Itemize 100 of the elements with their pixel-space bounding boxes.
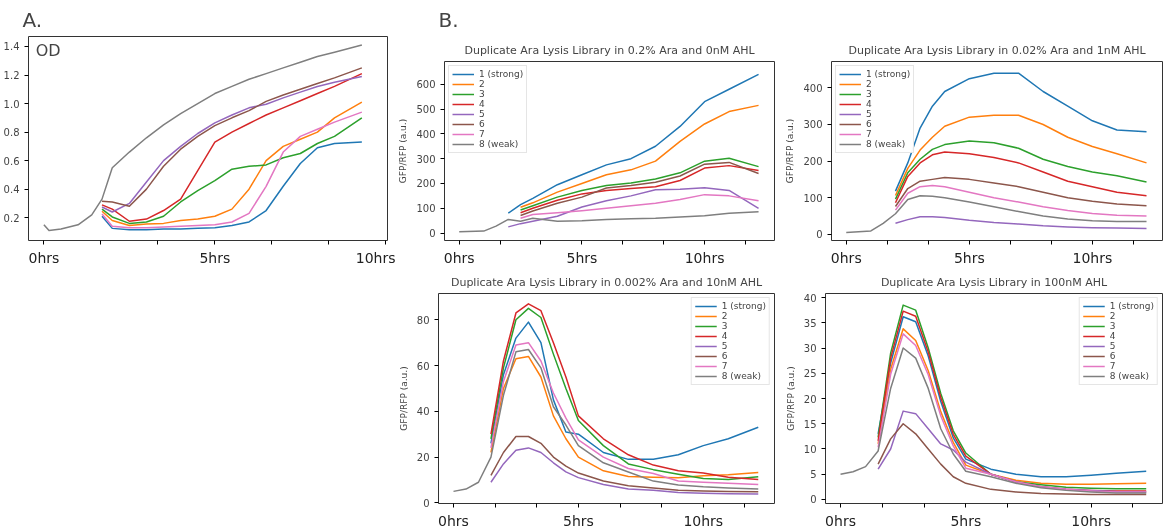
x-tick-label: 5hrs (950, 512, 982, 529)
x-tick-label: 0hrs (438, 512, 469, 529)
legend-label: 3 (1109, 321, 1117, 331)
legend-label: 1 (strong) (866, 69, 911, 79)
x-tick-label: 0hrs (830, 249, 862, 266)
x-tick-label: 5hrs (199, 249, 231, 266)
text: A. (22, 7, 43, 32)
legend-label: 4 (866, 99, 873, 109)
x-tick-label: 10hrs (683, 512, 724, 529)
x-tick-label: 10hrs (1071, 512, 1111, 529)
legend-label: 7 (721, 361, 729, 371)
y-axis-title: GFP/RFP (a.u.) (785, 118, 796, 184)
legend-label: 2 (1109, 311, 1117, 321)
text: B. (438, 7, 459, 32)
y-tick-label: 10 (803, 443, 817, 455)
y-tick-label: 200 (803, 156, 823, 168)
y-tick-label: 100 (803, 192, 823, 204)
legend-label: 8 (weak) (721, 371, 761, 381)
chart-title: Duplicate Ara Lysis Library in 100nM AHL (880, 275, 1108, 289)
line-series (490, 447, 760, 495)
y-tick-label: 15 (803, 418, 817, 430)
y-tick-label: 0 (816, 229, 823, 241)
legend-label: 2 (866, 79, 873, 89)
y-tick-label: 5 (810, 469, 817, 481)
line-series (894, 215, 1148, 230)
line-series (519, 193, 760, 219)
line-series (490, 321, 760, 461)
legend-label: 5 (866, 109, 873, 119)
x-tick-label: 0hrs (443, 249, 475, 266)
y-tick-label: 0.4 (3, 184, 20, 196)
y-tick-label: 40 (803, 292, 817, 304)
line-series (101, 141, 363, 231)
legend-label: 5 (479, 109, 486, 119)
legend-label: 4 (721, 331, 729, 341)
line-series (519, 157, 760, 211)
y-tick-label: 0 (429, 228, 436, 240)
legend-label: 4 (1109, 331, 1117, 341)
legend-label: 2 (721, 311, 729, 321)
legend-label: 7 (866, 129, 873, 139)
y-tick-label: 600 (416, 79, 436, 91)
y-tick-label: 300 (416, 153, 436, 165)
legend-label: 1 (strong) (479, 69, 524, 79)
legend-label: 7 (479, 129, 486, 139)
x-tick-label: 10hrs (684, 249, 725, 266)
y-tick-label: 1.0 (3, 98, 20, 110)
y-tick-label: 20 (416, 452, 430, 464)
legend-label: 6 (866, 119, 873, 129)
y-tick-label: 400 (803, 82, 823, 94)
legend-label: 4 (479, 99, 486, 109)
y-tick-label: 20 (803, 393, 817, 405)
line-series (877, 422, 1147, 496)
y-tick-label: 400 (416, 128, 436, 140)
legend-label: 1 (strong) (1109, 301, 1154, 311)
y-tick-label: 0.6 (3, 155, 20, 167)
line-series (519, 104, 760, 209)
y-tick-label: 35 (803, 317, 817, 329)
line-series (452, 348, 760, 493)
annotation: OD (35, 40, 61, 60)
x-tick-label: 0hrs (28, 249, 60, 266)
line-series (490, 435, 760, 493)
legend-label: 5 (1109, 341, 1117, 351)
y-tick-label: 0.8 (3, 127, 20, 139)
line-series (458, 210, 760, 233)
legend-label: 7 (1109, 361, 1117, 371)
y-tick-label: 500 (416, 104, 436, 116)
chart-title: Duplicate Ara Lysis Library in 0.2% Ara and 0nM AHL (464, 43, 756, 57)
line-series (845, 195, 1148, 234)
legend-label: 8 (weak) (866, 139, 906, 149)
x-tick-label: 5hrs (566, 249, 598, 266)
y-tick-label: 200 (416, 178, 436, 190)
legend-label: 3 (866, 89, 873, 99)
x-tick-label: 0hrs (825, 512, 856, 529)
y-tick-label: 25 (803, 368, 817, 380)
y-tick-label: 0.2 (3, 212, 20, 224)
line-series (894, 184, 1148, 217)
y-tick-label: 80 (416, 314, 430, 326)
y-tick-label: 1.2 (3, 70, 20, 82)
chart-title: Duplicate Ara Lysis Library in 0.002% Ara and 10nM AHL (450, 275, 763, 289)
chart-title: Duplicate Ara Lysis Library in 0.02% Ara and 1nM AHL (848, 43, 1147, 57)
legend-label: 8 (weak) (1109, 371, 1149, 381)
line-series (507, 186, 760, 228)
legend-label: 3 (721, 321, 729, 331)
legend-label: 2 (479, 79, 486, 89)
y-tick-label: 0 (423, 497, 430, 509)
y-tick-label: 0 (810, 494, 817, 506)
y-tick-label: 60 (416, 360, 430, 372)
legend-label: 6 (721, 351, 729, 361)
legend-label: 3 (479, 89, 486, 99)
y-axis-title: GFP/RFP (a.u.) (398, 366, 409, 431)
legend-label: 8 (weak) (479, 139, 519, 149)
y-tick-label: 40 (416, 406, 430, 418)
legend-label: 6 (479, 119, 486, 129)
legend-label: 5 (721, 341, 729, 351)
legend-label: 6 (1109, 351, 1117, 361)
y-tick-label: 300 (803, 119, 823, 131)
x-tick-label: 10hrs (355, 249, 396, 266)
line-series (839, 347, 1147, 494)
y-tick-label: 100 (416, 203, 436, 215)
x-tick-label: 5hrs (953, 249, 985, 266)
x-tick-label: 5hrs (562, 512, 594, 529)
